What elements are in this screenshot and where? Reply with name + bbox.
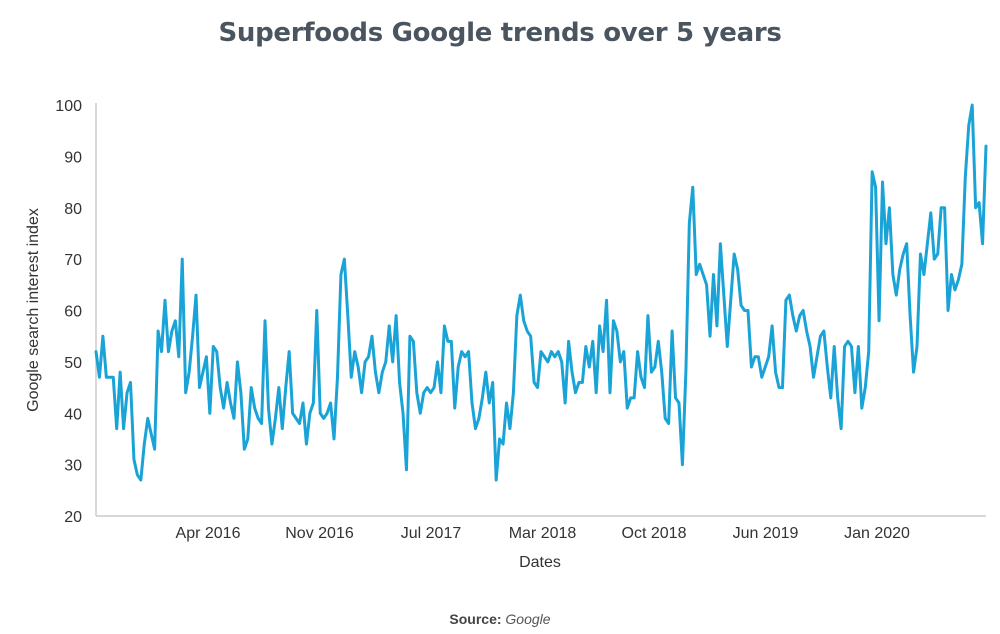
source-note: Source: Google (0, 611, 1000, 627)
x-tick-label: Jan 2020 (844, 525, 910, 542)
data-points (95, 104, 987, 481)
x-tick-label: Apr 2016 (176, 525, 241, 542)
y-tick-label: 80 (64, 201, 82, 218)
source-label: Source: (449, 611, 502, 627)
y-tick-label: 90 (64, 149, 82, 166)
y-tick-label: 70 (64, 252, 82, 269)
y-tick-label: 40 (64, 406, 82, 423)
chart-title: Superfoods Google trends over 5 years (218, 18, 782, 48)
series-line (94, 103, 988, 482)
y-tick-label: 50 (64, 355, 82, 372)
y-tick-label: 60 (64, 304, 82, 321)
x-tick-label: Jun 2019 (733, 525, 799, 542)
x-axis-title: Dates (519, 554, 561, 571)
x-tick-label: Nov 2016 (285, 525, 354, 542)
y-axis-title: Google search interest index (25, 208, 42, 412)
x-tick-label: Oct 2018 (622, 525, 687, 542)
y-tick-label: 20 (64, 509, 82, 526)
x-tick-label: Mar 2018 (509, 525, 577, 542)
source-value: Google (505, 611, 551, 627)
y-axis-ticks: 20 30 40 50 60 70 80 90 100 (55, 98, 82, 526)
x-tick-label: Jul 2017 (401, 525, 462, 542)
y-tick-label: 100 (55, 98, 82, 115)
x-axis-ticks: Apr 2016 Nov 2016 Jul 2017 Mar 2018 Oct 2018… (176, 525, 910, 542)
y-tick-label: 30 (64, 458, 82, 475)
